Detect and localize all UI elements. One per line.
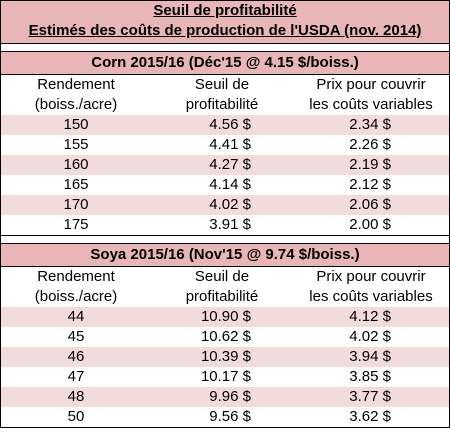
sheet-title: Seuil de profitabilité	[153, 2, 297, 19]
cell-yield: 150	[1, 115, 151, 135]
table-row: 46 10.39 $ 3.94 $	[1, 347, 449, 367]
cell-variable-cost: 2.34 $	[293, 115, 449, 135]
cell-variable-cost: 3.77 $	[293, 387, 449, 407]
table-soya: Rendement (boiss./acre) Seuil de profitabi…	[1, 267, 449, 427]
header-spacer	[1, 44, 449, 52]
table-row: 45 10.62 $ 4.02 $	[1, 327, 449, 347]
cell-breakeven: 10.90 $	[151, 307, 293, 327]
table-row: 160 4.27 $ 2.19 $	[1, 155, 449, 175]
col-header-breakeven: Seuil de profitabilité	[185, 268, 259, 305]
cell-yield: 44	[1, 307, 151, 327]
section-title-soya: Soya 2015/16 (Nov'15 @ 9.74 $/boiss.)	[1, 244, 449, 267]
cell-variable-cost: 3.85 $	[293, 367, 449, 387]
table-row: 47 10.17 $ 3.85 $	[1, 367, 449, 387]
cell-breakeven: 4.02 $	[151, 195, 293, 215]
table-row: 150 4.56 $ 2.34 $	[1, 115, 449, 135]
table-row: 165 4.14 $ 2.12 $	[1, 175, 449, 195]
cell-breakeven: 4.27 $	[151, 155, 293, 175]
cell-breakeven: 9.96 $	[151, 387, 293, 407]
col-header-yield: Rendement (boiss./acre)	[34, 268, 118, 305]
table-row: 50 9.56 $ 3.62 $	[1, 407, 449, 427]
cell-variable-cost: 4.12 $	[293, 307, 449, 327]
cell-breakeven: 4.41 $	[151, 135, 293, 155]
cell-breakeven: 9.56 $	[151, 407, 293, 427]
cell-variable-cost: 3.94 $	[293, 347, 449, 367]
col-header-variable-cost: Prix pour couvrir les coûts variables	[309, 76, 433, 113]
cell-breakeven: 10.17 $	[151, 367, 293, 387]
cell-variable-cost: 2.26 $	[293, 135, 449, 155]
cell-variable-cost: 4.02 $	[293, 327, 449, 347]
cell-variable-cost: 2.19 $	[293, 155, 449, 175]
cell-variable-cost: 2.00 $	[293, 215, 449, 235]
section-title-corn: Corn 2015/16 (Déc'15 @ 4.15 $/boiss.)	[1, 52, 449, 75]
table-header-row: Rendement (boiss./acre) Seuil de profitabi…	[1, 75, 449, 115]
profitability-sheet: Seuil de profitabilité Estimés des coûts…	[0, 0, 450, 428]
col-header-breakeven: Seuil de profitabilité	[185, 76, 259, 113]
cell-breakeven: 10.39 $	[151, 347, 293, 367]
cell-breakeven: 4.56 $	[151, 115, 293, 135]
table-row: 170 4.02 $ 2.06 $	[1, 195, 449, 215]
table-row: 44 10.90 $ 4.12 $	[1, 307, 449, 327]
cell-yield: 46	[1, 347, 151, 367]
cell-yield: 48	[1, 387, 151, 407]
col-header-variable-cost: Prix pour couvrir les coûts variables	[309, 268, 433, 305]
cell-yield: 175	[1, 215, 151, 235]
cell-yield: 47	[1, 367, 151, 387]
table-corn: Rendement (boiss./acre) Seuil de profitabi…	[1, 75, 449, 235]
cell-yield: 50	[1, 407, 151, 427]
sheet-header: Seuil de profitabilité Estimés des coûts…	[1, 1, 449, 44]
cell-breakeven: 4.14 $	[151, 175, 293, 195]
sheet-subtitle: Estimés des coûts de production de l'USD…	[28, 22, 422, 39]
col-header-yield: Rendement (boiss./acre)	[34, 76, 118, 113]
cell-breakeven: 10.62 $	[151, 327, 293, 347]
cell-yield: 160	[1, 155, 151, 175]
table-row: 48 9.96 $ 3.77 $	[1, 387, 449, 407]
table-row: 155 4.41 $ 2.26 $	[1, 135, 449, 155]
cell-variable-cost: 2.12 $	[293, 175, 449, 195]
section-separator	[1, 235, 449, 244]
cell-variable-cost: 3.62 $	[293, 407, 449, 427]
table-header-row: Rendement (boiss./acre) Seuil de profitabi…	[1, 267, 449, 307]
table-row: 175 3.91 $ 2.00 $	[1, 215, 449, 235]
cell-yield: 165	[1, 175, 151, 195]
cell-variable-cost: 2.06 $	[293, 195, 449, 215]
cell-yield: 155	[1, 135, 151, 155]
cell-yield: 45	[1, 327, 151, 347]
cell-breakeven: 3.91 $	[151, 215, 293, 235]
cell-yield: 170	[1, 195, 151, 215]
